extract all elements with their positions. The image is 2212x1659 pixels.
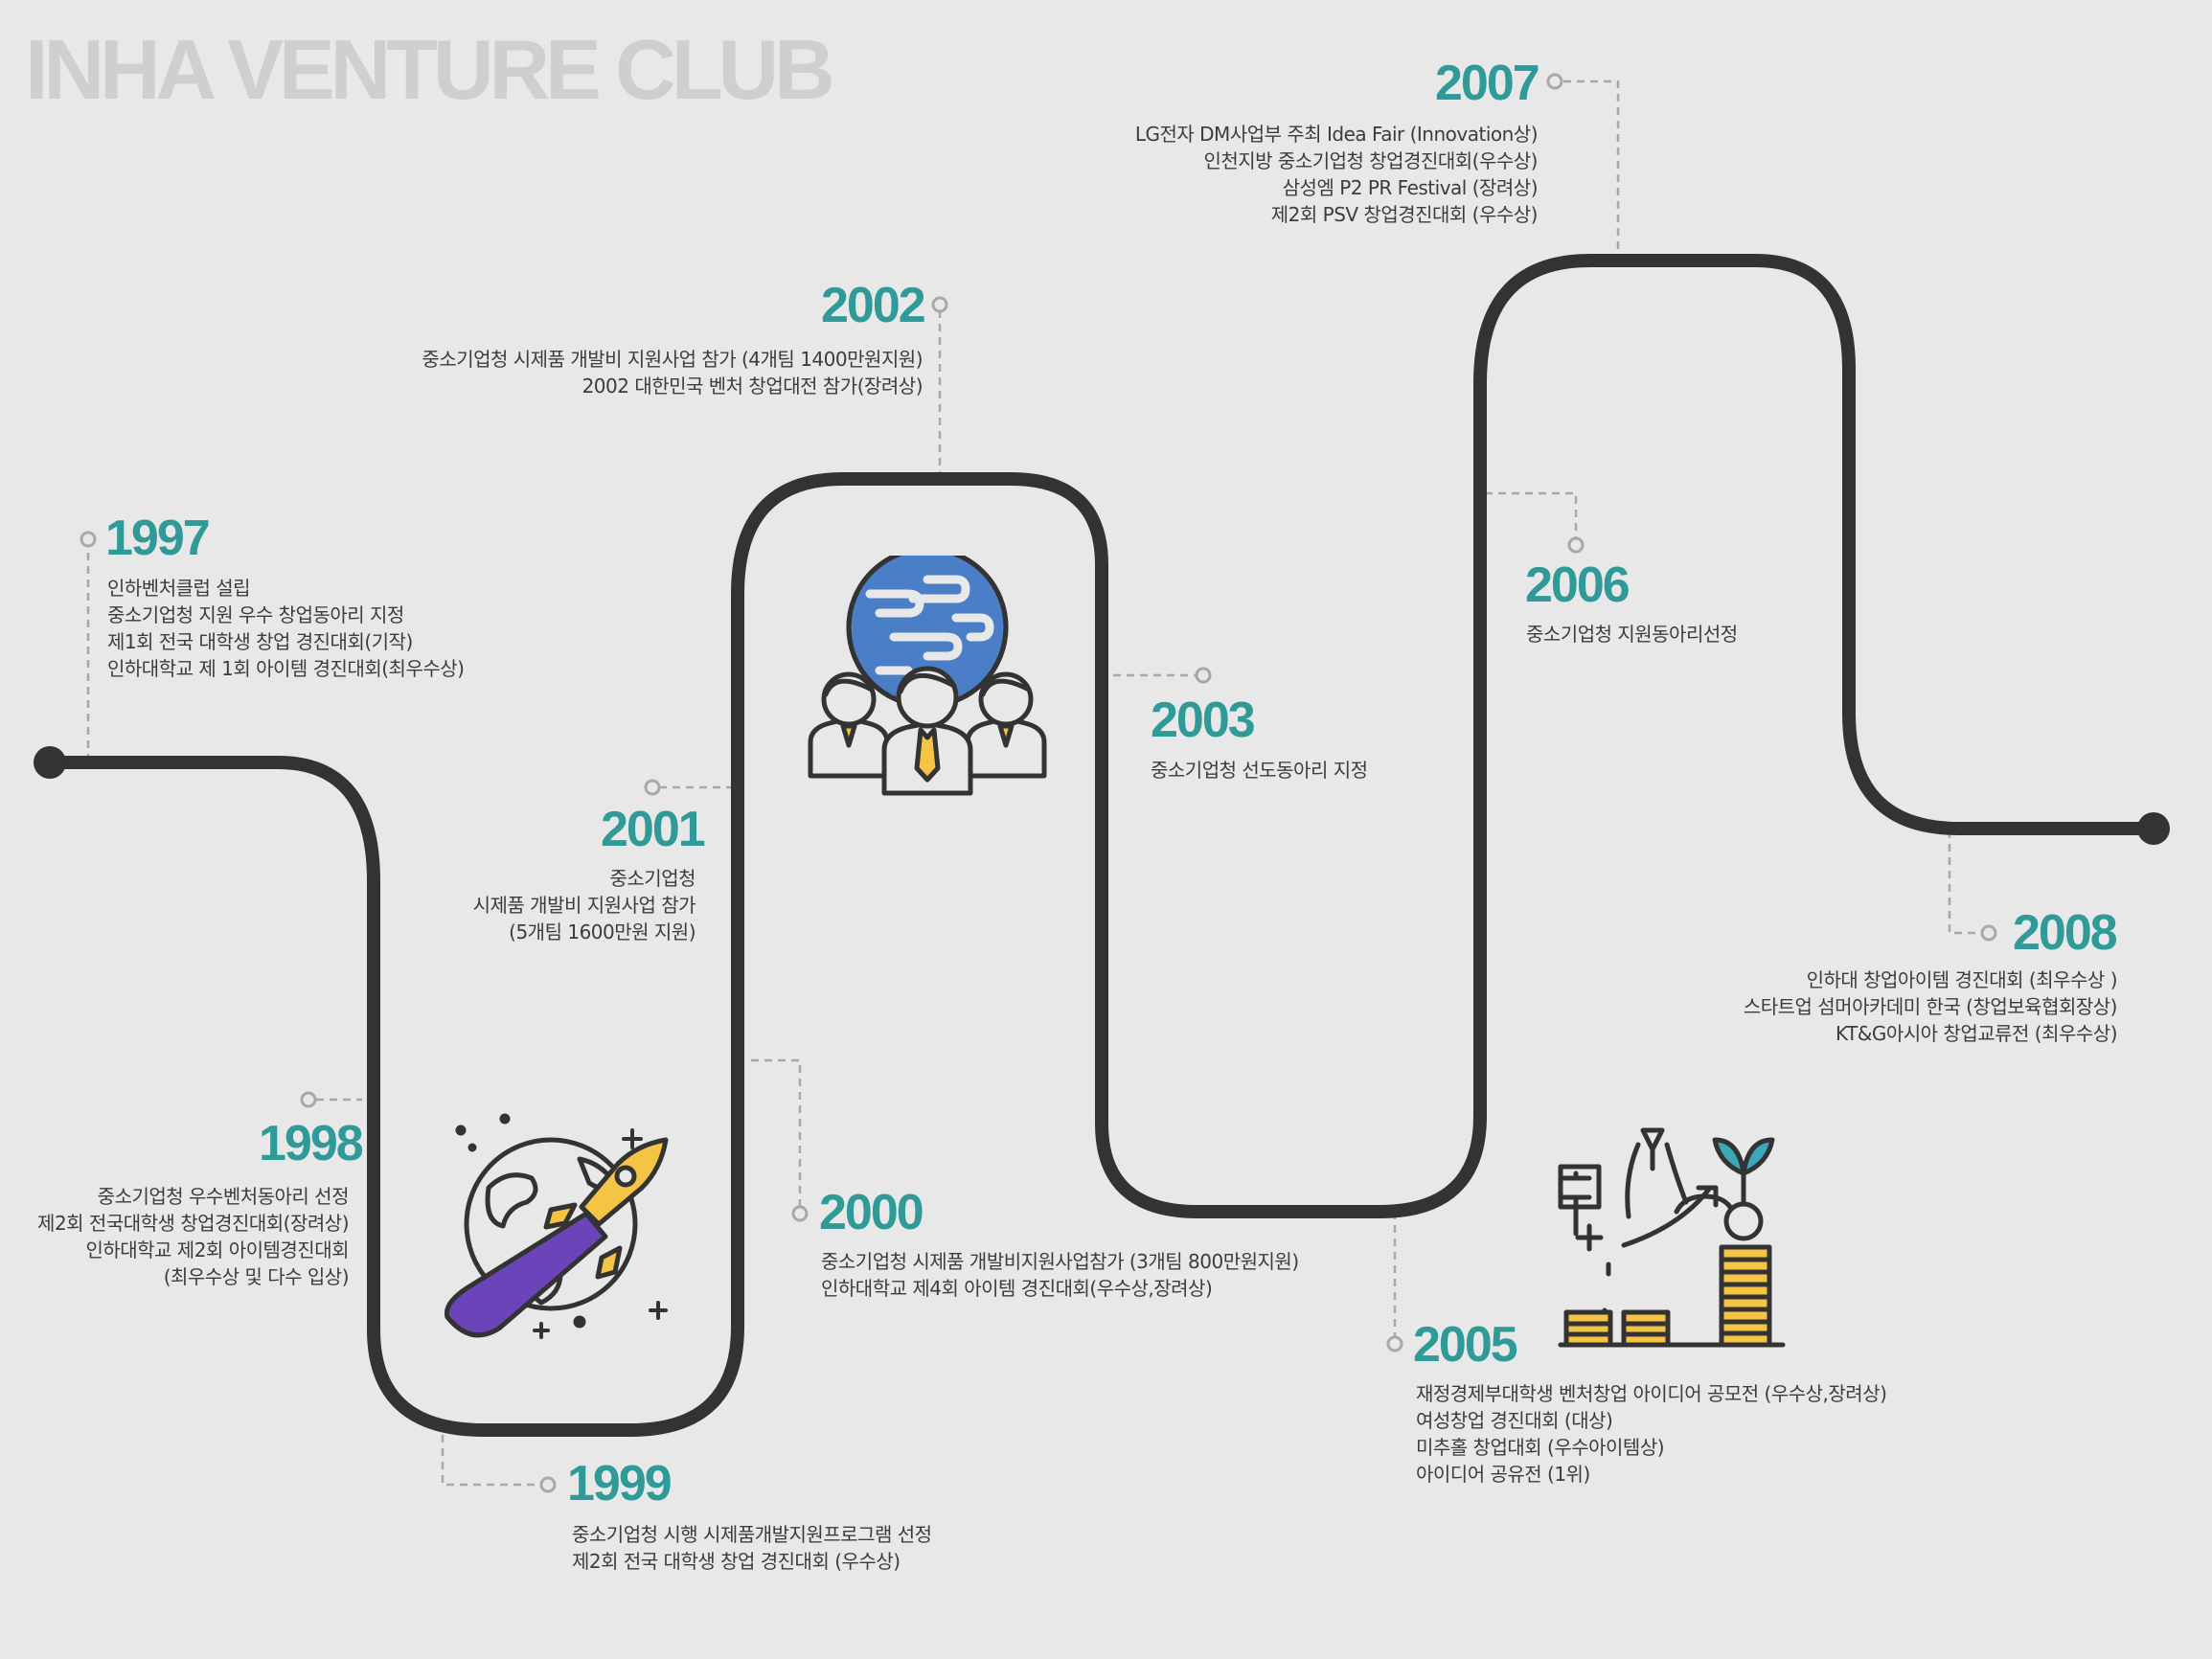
year-2005: 2005 (1413, 1317, 1518, 1373)
connector-dots (80, 73, 1997, 1493)
dot-2007 (1546, 73, 1563, 90)
page-title: INHA VENTURE CLUB (25, 22, 835, 117)
year-2008: 2008 (2013, 905, 2118, 961)
globe-team-icon (808, 556, 1047, 796)
year-2000: 2000 (819, 1185, 924, 1240)
dot-2006 (1567, 536, 1585, 554)
desc-line: 인하대학교 제2회 아이템경진대회 (85, 1239, 349, 1261)
desc-2005: 재정경제부대학생 벤처창업 아이디어 공모전 (우수상,장려상) 여성창업 경진… (1416, 1380, 1887, 1488)
desc-line: 중소기업청 선도동아리 지정 (1151, 759, 1368, 782)
year-2007: 2007 (1435, 56, 1540, 111)
desc-line: 제2회 전국 대학생 창업 경진대회 (우수상) (572, 1550, 901, 1573)
year-2003: 2003 (1151, 693, 1256, 748)
desc-line: 재정경제부대학생 벤처창업 아이디어 공모전 (우수상,장려상) (1416, 1382, 1887, 1405)
year-1997: 1997 (105, 511, 211, 566)
desc-line: 제2회 전국대학생 창업경진대회(장려상) (37, 1212, 349, 1235)
desc-line: 2002 대한민국 벤처 창업대전 참가(장려상) (582, 375, 924, 398)
desc-line: 인천지방 중소기업청 창업경진대회(우수상) (1203, 149, 1538, 172)
desc-line: 중소기업청 지원동아리선정 (1526, 623, 1738, 646)
desc-line: LG전자 DM사업부 주최 Idea Fair (Innovation상) (1134, 123, 1539, 146)
dot-1998 (300, 1091, 317, 1108)
desc-line: 중소기업청 지원 우수 창업동아리 지정 (107, 603, 404, 626)
timeline-track (50, 254, 2154, 1437)
desc-line: 인하대학교 제 1회 아이템 경진대회(최우수상) (107, 657, 465, 680)
dot-2001 (644, 779, 661, 796)
timeline-start-dot (34, 746, 66, 779)
year-2001: 2001 (601, 802, 706, 857)
desc-line: 인하대학교 제4회 아이템 경진대회(우수상,장려상) (821, 1277, 1213, 1300)
desc-line: 미추홀 창업대회 (우수아이템상) (1416, 1436, 1665, 1459)
desc-2008: 인하대 창업아이템 경진대회 (최우수상 ) 스타트업 섬머아카데미 한국 (창… (1743, 966, 2118, 1047)
dot-2003 (1195, 667, 1212, 684)
desc-line: 중소기업청 (609, 867, 696, 890)
connector-2000 (751, 1058, 802, 1207)
desc-line: 시제품 개발비 지원사업 참가 (472, 894, 696, 917)
desc-2003: 중소기업청 선도동아리 지정 (1151, 757, 1368, 784)
year-1999: 1999 (567, 1456, 673, 1511)
desc-1997: 인하벤처클럽 설립 중소기업청 지원 우수 창업동아리 지정 제1회 전국 대학… (107, 575, 465, 682)
connector-2008 (1948, 830, 1980, 935)
timeline-end-dot (2137, 812, 2170, 845)
year-2006: 2006 (1525, 557, 1630, 613)
connector-2006 (1485, 491, 1578, 539)
dot-2005 (1386, 1335, 1403, 1352)
growth-chart-icon (1558, 1127, 1786, 1348)
desc-line: 아이디어 공유전 (1위) (1416, 1463, 1590, 1486)
connector-1999 (441, 1435, 536, 1487)
connector-lines (86, 80, 1980, 1487)
desc-line: 인하대 창업아이템 경진대회 (최우수상 ) (1806, 968, 2118, 991)
year-1998: 1998 (259, 1116, 364, 1171)
connector-2007 (1563, 80, 1620, 251)
desc-line: (5개팀 1600만원 지원) (509, 920, 696, 943)
dot-2000 (791, 1205, 809, 1222)
desc-line: 제2회 PSV 창업경진대회 (우수상) (1270, 203, 1539, 226)
desc-line: 중소기업청 시제품 개발비 지원사업 참가 (4개팀 1400만원지원) (422, 348, 923, 371)
desc-line: 인하벤처클럽 설립 (107, 577, 251, 600)
desc-2007: LG전자 DM사업부 주최 Idea Fair (Innovation상) 인천… (1134, 121, 1539, 228)
desc-line: 중소기업청 시행 시제품개발지원프로그램 선정 (572, 1523, 932, 1546)
dot-1997 (80, 531, 97, 548)
desc-line: 삼성엠 P2 PR Festival (장려상) (1282, 176, 1539, 199)
dot-1999 (539, 1476, 557, 1493)
year-2002: 2002 (821, 278, 926, 333)
desc-2006: 중소기업청 지원동아리선정 (1526, 621, 1738, 648)
desc-2001: 중소기업청 시제품 개발비 지원사업 참가 (5개팀 1600만원 지원) (473, 865, 696, 945)
desc-line: KT&G아시아 창업교류전 (최우수상) (1836, 1022, 2118, 1045)
desc-2002: 중소기업청 시제품 개발비 지원사업 참가 (4개팀 1400만원지원) 200… (422, 346, 923, 399)
desc-line: 스타트업 섬머아카데미 한국 (창업보육협회장상) (1743, 995, 2118, 1018)
desc-1998: 중소기업청 우수벤처동아리 선정 제2회 전국대학생 창업경진대회(장려상) 인… (37, 1183, 349, 1290)
desc-line: 중소기업청 시제품 개발비지원사업참가 (3개팀 800만원지원) (821, 1250, 1299, 1273)
desc-line: (최우수상 및 다수 입상) (163, 1265, 350, 1288)
dot-2008 (1980, 924, 1997, 942)
rocket-globe-icon (444, 1113, 669, 1339)
dot-2002 (931, 296, 948, 313)
desc-line: 여성창업 경진대회 (대상) (1416, 1409, 1613, 1432)
desc-1999: 중소기업청 시행 시제품개발지원프로그램 선정 제2회 전국 대학생 창업 경진… (572, 1521, 932, 1575)
desc-line: 제1회 전국 대학생 창업 경진대회(기작) (107, 630, 413, 653)
desc-2000: 중소기업청 시제품 개발비지원사업참가 (3개팀 800만원지원) 인하대학교 … (821, 1248, 1299, 1302)
desc-line: 중소기업청 우수벤처동아리 선정 (97, 1185, 350, 1208)
